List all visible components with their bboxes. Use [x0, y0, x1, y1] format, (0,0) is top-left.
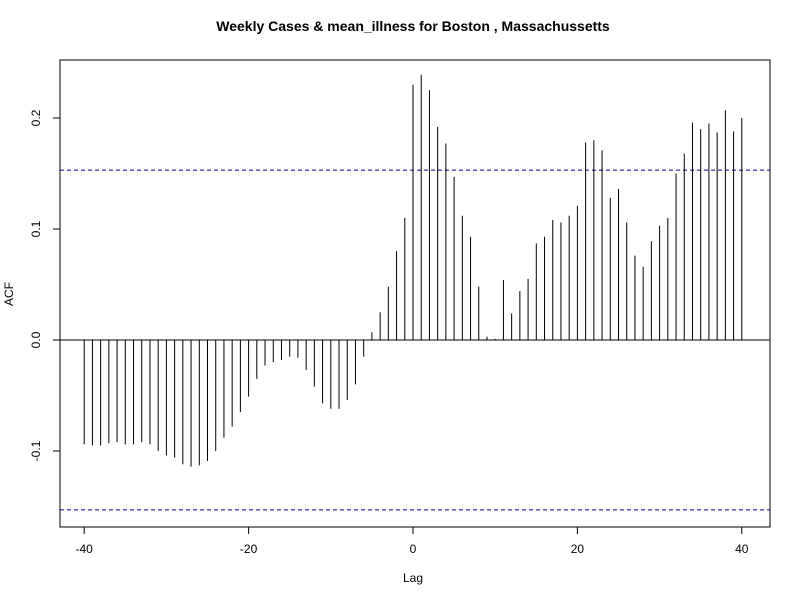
y-axis: -0.1 0.0 0.1 0.2: [29, 109, 61, 461]
x-tick-label: 40: [735, 542, 749, 556]
y-tick-label: 0.2: [29, 109, 43, 126]
y-tick-label: 0.0: [29, 331, 43, 348]
x-tick-label: 20: [571, 542, 585, 556]
y-tick-label: -0.1: [29, 440, 43, 461]
chart-title: Weekly Cases & mean_illness for Boston ,…: [216, 18, 610, 34]
x-axis: -40 -20 0 20 40: [76, 526, 749, 556]
x-axis-title: Lag: [403, 571, 423, 585]
acf-bars: [60, 74, 770, 511]
plot-frame: [59, 59, 771, 528]
x-tick-label: 0: [410, 542, 417, 556]
y-tick-label: 0.1: [29, 220, 43, 237]
y-axis-title-group: ACF: [2, 282, 16, 306]
x-tick-label: -20: [240, 542, 258, 556]
x-tick-label: -40: [76, 542, 94, 556]
y-axis-title: ACF: [2, 282, 16, 306]
